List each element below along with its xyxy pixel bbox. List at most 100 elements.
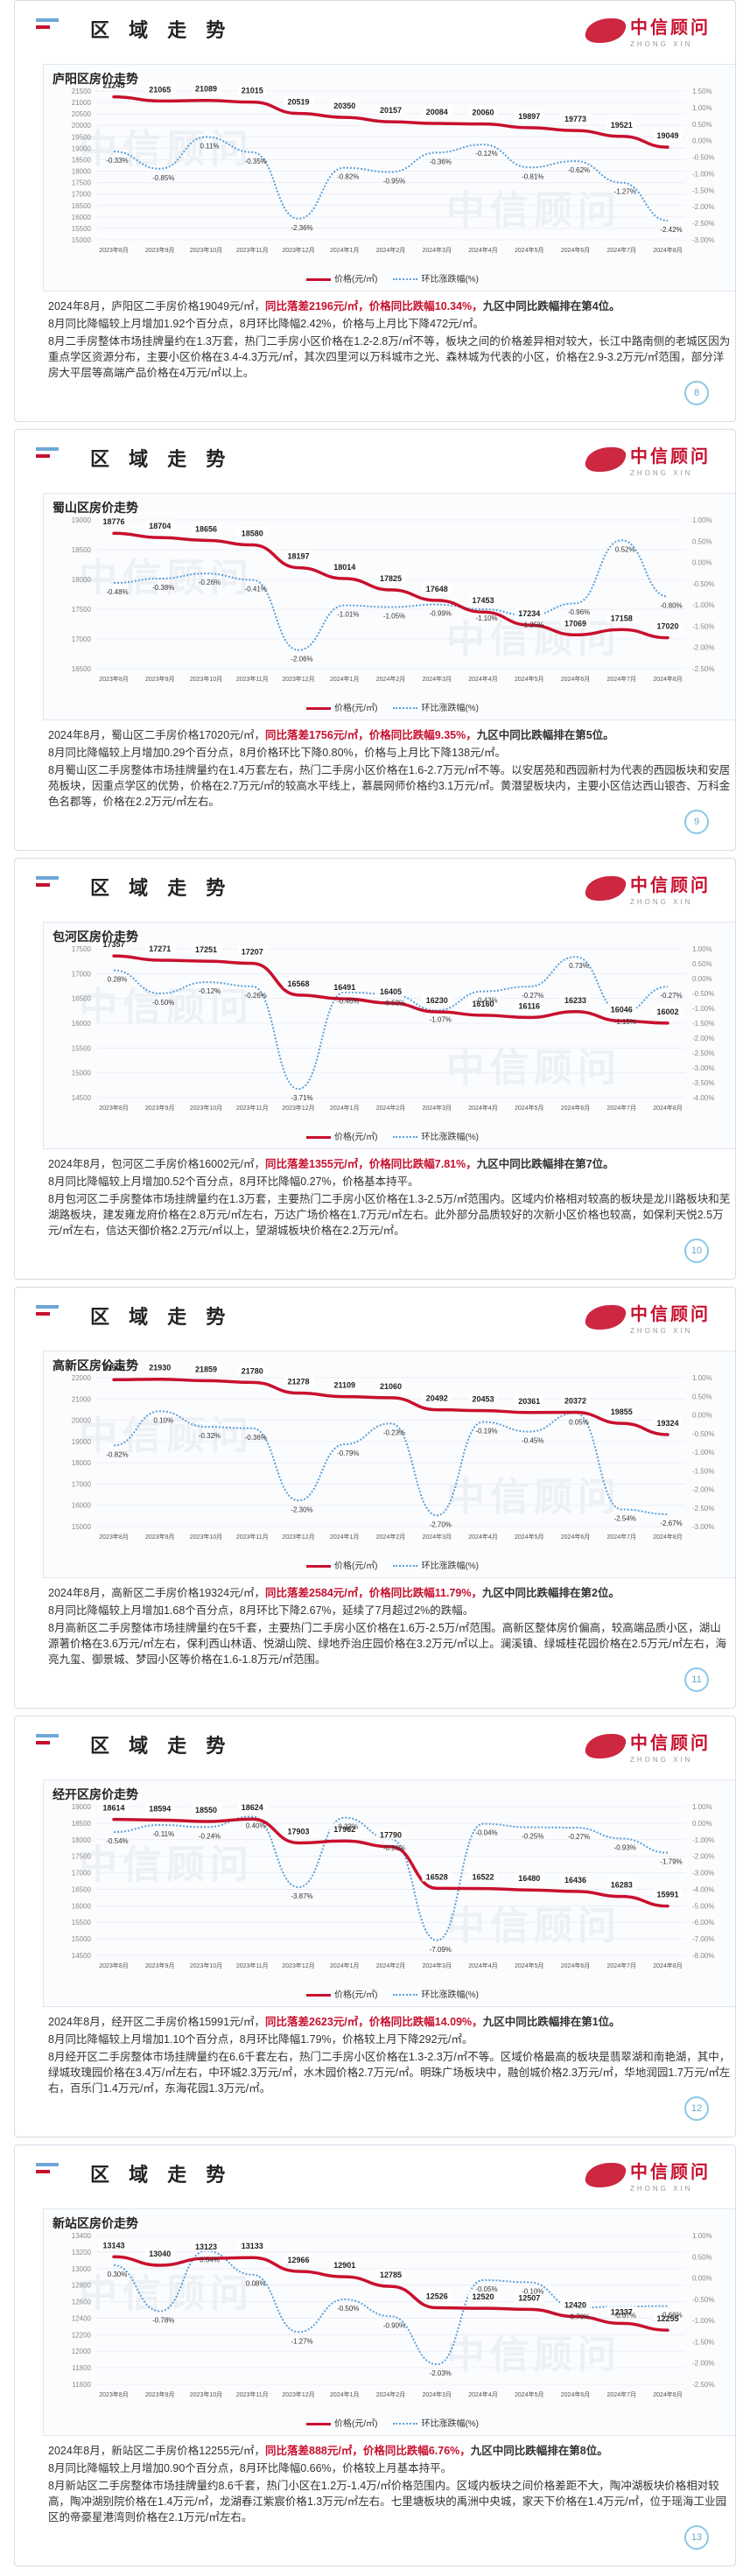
- price-data-label: 18550: [195, 1806, 217, 1814]
- x-tick-label: 2023年9月: [145, 1962, 174, 1969]
- change-data-label: -0.04%: [475, 1829, 497, 1837]
- price-data-label: 18614: [102, 1804, 124, 1813]
- logo-mark-icon: [582, 18, 629, 43]
- summary-segment: 九区中同比跌幅排在第8位。: [470, 2445, 608, 2457]
- price-data-label: 16436: [564, 1876, 586, 1885]
- change-data-label: -0.11%: [152, 1830, 174, 1838]
- change-data-label: -0.46%: [337, 998, 359, 1006]
- legend-label-price: 价格(元/㎡): [334, 1133, 378, 1142]
- price-label-bg: [284, 95, 313, 107]
- chart-container: 蜀山区房价走势 中信顾问 中信顾问 19000 18500 18000 17500 17000…: [43, 493, 735, 720]
- legend-swatch-price: [306, 1993, 331, 1997]
- y-right-tick-label: 0.00%: [692, 137, 712, 145]
- logo-text: 中信顾问 ZHONG XIN: [630, 442, 711, 477]
- y-left-tick-label: 16500: [72, 1885, 92, 1893]
- price-label-bg: [237, 1365, 268, 1376]
- price-data-label: 17234: [518, 609, 540, 618]
- section-title: 区 域 走 势: [90, 2164, 233, 2186]
- y-left-tick-label: 20500: [72, 110, 92, 118]
- line-chart: 19000 18500 18000 17500 17000 16500 16000 15500…: [72, 1801, 714, 1969]
- chart-title: 新站区房价走势: [53, 2216, 138, 2230]
- summary-segment: 2024年8月，高新区二手房价格19324元/㎡，: [48, 1587, 265, 1599]
- change-data-label: -2.30%: [291, 1506, 312, 1513]
- price-data-label: 20361: [518, 1397, 540, 1406]
- price-data-label: 19897: [518, 112, 540, 121]
- y-right-tick-label: -2.00%: [692, 644, 714, 652]
- x-tick-label: 2023年10月: [190, 675, 222, 683]
- price-label-bg: [191, 1363, 221, 1374]
- x-tick-label: 2023年9月: [145, 1104, 174, 1112]
- y-right-tick-label: -2.50%: [692, 220, 714, 228]
- price-data-label: 17251: [195, 945, 217, 954]
- price-label-bg: [514, 1000, 544, 1011]
- logo-mark-icon: [582, 447, 629, 472]
- change-data-label: -0.25%: [522, 1833, 543, 1841]
- price-label-bg: [514, 607, 544, 619]
- change-data-label: -0.36%: [245, 1434, 267, 1442]
- x-tick-label: 2023年12月: [282, 675, 314, 683]
- section-title: 区 域 走 势: [90, 448, 233, 470]
- x-tick-label: 2024年6月: [561, 246, 590, 254]
- change-data-label: -0.27%: [568, 1833, 590, 1841]
- change-data-label: 0.33%: [338, 1823, 358, 1831]
- y-left-tick-label: 17500: [72, 1853, 92, 1861]
- summary-segment: 2024年8月，新站区二手房价格12255元/㎡，: [48, 2445, 265, 2457]
- legend-label-price: 价格(元/㎡): [334, 1990, 378, 2000]
- legend-label-price: 价格(元/㎡): [334, 704, 378, 713]
- panel-frame: 区 域 走 势中信顾问 ZHONG XIN 庐阳区房价走势 中信顾问 中信顾问 21500…: [14, 0, 736, 422]
- analysis-text: 2024年8月，庐阳区二手房价格19049元/㎡，同比落差2196元/㎡，价格同…: [48, 298, 731, 383]
- x-tick-label: 2023年8月: [99, 2390, 128, 2398]
- x-tick-label: 2024年5月: [515, 2390, 543, 2398]
- price-data-label: 17962: [333, 1825, 355, 1834]
- change-data-label: -0.23%: [383, 1428, 405, 1436]
- y-left-tick-label: 17500: [72, 945, 92, 953]
- price-label-bg: [468, 1871, 498, 1882]
- price-label-bg: [468, 594, 498, 606]
- price-data-label: 20519: [287, 98, 309, 107]
- change-data-label: -0.12%: [475, 150, 497, 158]
- price-data-label: 18656: [195, 524, 217, 533]
- brand-logo: 中信顾问 ZHONG XIN: [582, 871, 711, 906]
- logo-en: ZHONG XIN: [630, 1327, 693, 1335]
- price-data-label: 12520: [472, 2292, 494, 2301]
- y-left-tick-label: 18000: [72, 168, 92, 176]
- price-label-bg: [144, 520, 175, 531]
- y-left-tick-label: 11800: [72, 2364, 91, 2372]
- change-data-label: -0.10%: [522, 2287, 543, 2295]
- price-label-bg: [468, 997, 498, 1008]
- y-right-tick-label: 1.00%: [692, 1803, 712, 1811]
- legend-item-change: 环比涨跌幅(%): [393, 1987, 479, 2000]
- change-data-label: -0.54%: [106, 1837, 128, 1845]
- y-right-tick-label: 0.50%: [692, 121, 712, 129]
- price-data-label: 17020: [656, 622, 678, 631]
- price-label-bg: [191, 523, 221, 534]
- price-label-bg: [191, 82, 221, 94]
- x-tick-label: 2024年8月: [653, 2390, 682, 2398]
- analysis-text: 2024年8月，经开区二手房价格15991元/㎡，同比落差2623元/㎡，价格同…: [48, 2014, 731, 2098]
- price-label-bg: [606, 2306, 637, 2317]
- x-tick-label: 2024年7月: [607, 246, 636, 254]
- price-label-bg: [375, 1828, 406, 1840]
- y-right-tick-label: -5.00%: [692, 1902, 714, 1910]
- change-data-label: -0.05%: [475, 2285, 497, 2293]
- x-tick-label: 2023年11月: [236, 675, 269, 683]
- price-data-label: 17648: [426, 585, 448, 593]
- price-label-bg: [237, 1801, 268, 1813]
- section-header: 区 域 走 势 中信顾问 ZHONG XIN: [15, 1288, 735, 1349]
- y-right-tick-label: -1.00%: [692, 2317, 714, 2325]
- chart-title: 庐阳区房价走势: [53, 72, 138, 86]
- change-data-label: -1.79%: [660, 1858, 682, 1866]
- x-tick-label: 2024年5月: [515, 675, 543, 683]
- price-data-label: 16160: [472, 1000, 494, 1008]
- panel-frame: 区 域 走 势中信顾问 ZHONG XIN 经开区房价走势 中信顾问 中信顾问 19000…: [14, 1716, 736, 2137]
- price-label-bg: [606, 1406, 637, 1417]
- price-label-bg: [191, 2241, 221, 2252]
- y-left-tick-label: 18000: [72, 1459, 92, 1467]
- change-data-label: -3.87%: [291, 1892, 312, 1900]
- summary-line: 2024年8月，高新区二手房价格19324元/㎡，同比落差2584元/㎡，价格同…: [48, 1585, 731, 1601]
- y-right-tick-label: -1.00%: [692, 1005, 714, 1013]
- region-panel: 区 域 走 势中信顾问 ZHONG XIN 新站区房价走势 中信顾问 中信顾问 13400…: [0, 2144, 750, 2573]
- legend-swatch-change: [393, 707, 418, 710]
- chart-title: 经开区房价走势: [53, 1787, 138, 1801]
- y-right-tick-label: 0.50%: [692, 960, 712, 968]
